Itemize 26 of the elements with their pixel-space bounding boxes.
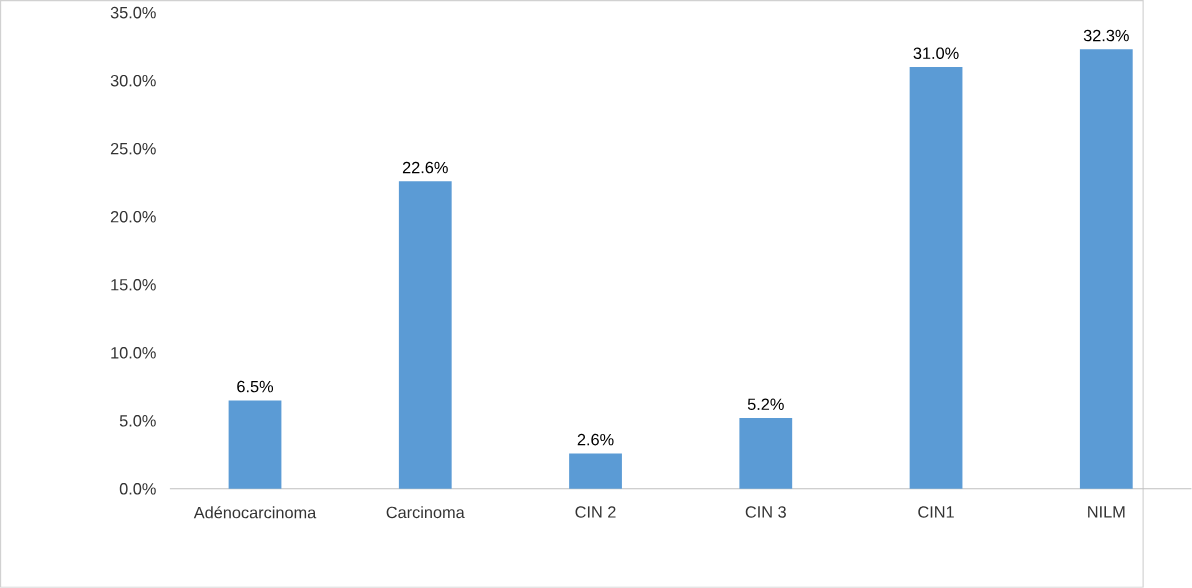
bar: [909, 67, 963, 489]
y-tick-label: 25.0%: [110, 143, 156, 155]
data-label: 31.0%: [913, 47, 959, 60]
y-tick-label: 35.0%: [110, 6, 156, 19]
bar: [398, 181, 452, 489]
x-tick-label: CIN 2: [575, 506, 616, 518]
y-tick-label: 15.0%: [111, 279, 156, 291]
x-tick-label: Carcinoma: [386, 506, 465, 519]
x-tick-label: NILM: [1088, 506, 1125, 518]
x-tick-label: Adénocarcinoma: [193, 506, 317, 519]
y-tick-label: 5.0%: [119, 415, 156, 427]
data-label: 32.3%: [1083, 29, 1129, 42]
data-label: 22.6%: [402, 161, 448, 174]
y-tick-label: 20.0%: [110, 211, 156, 223]
data-label: 6.5%: [237, 380, 274, 393]
y-tick-label: 0.0%: [119, 483, 156, 495]
bar: [739, 418, 793, 489]
bar: [228, 400, 282, 489]
data-label: 5.2%: [747, 398, 784, 411]
x-tick-label: CIN 3: [745, 506, 786, 518]
y-tick-label: 10.0%: [111, 347, 156, 359]
bar: [569, 453, 622, 489]
y-tick-label: 30.0%: [110, 75, 156, 87]
bar: [1079, 49, 1133, 489]
x-tick-label: CIN1: [918, 506, 954, 518]
data-label: 2.6%: [577, 433, 614, 446]
